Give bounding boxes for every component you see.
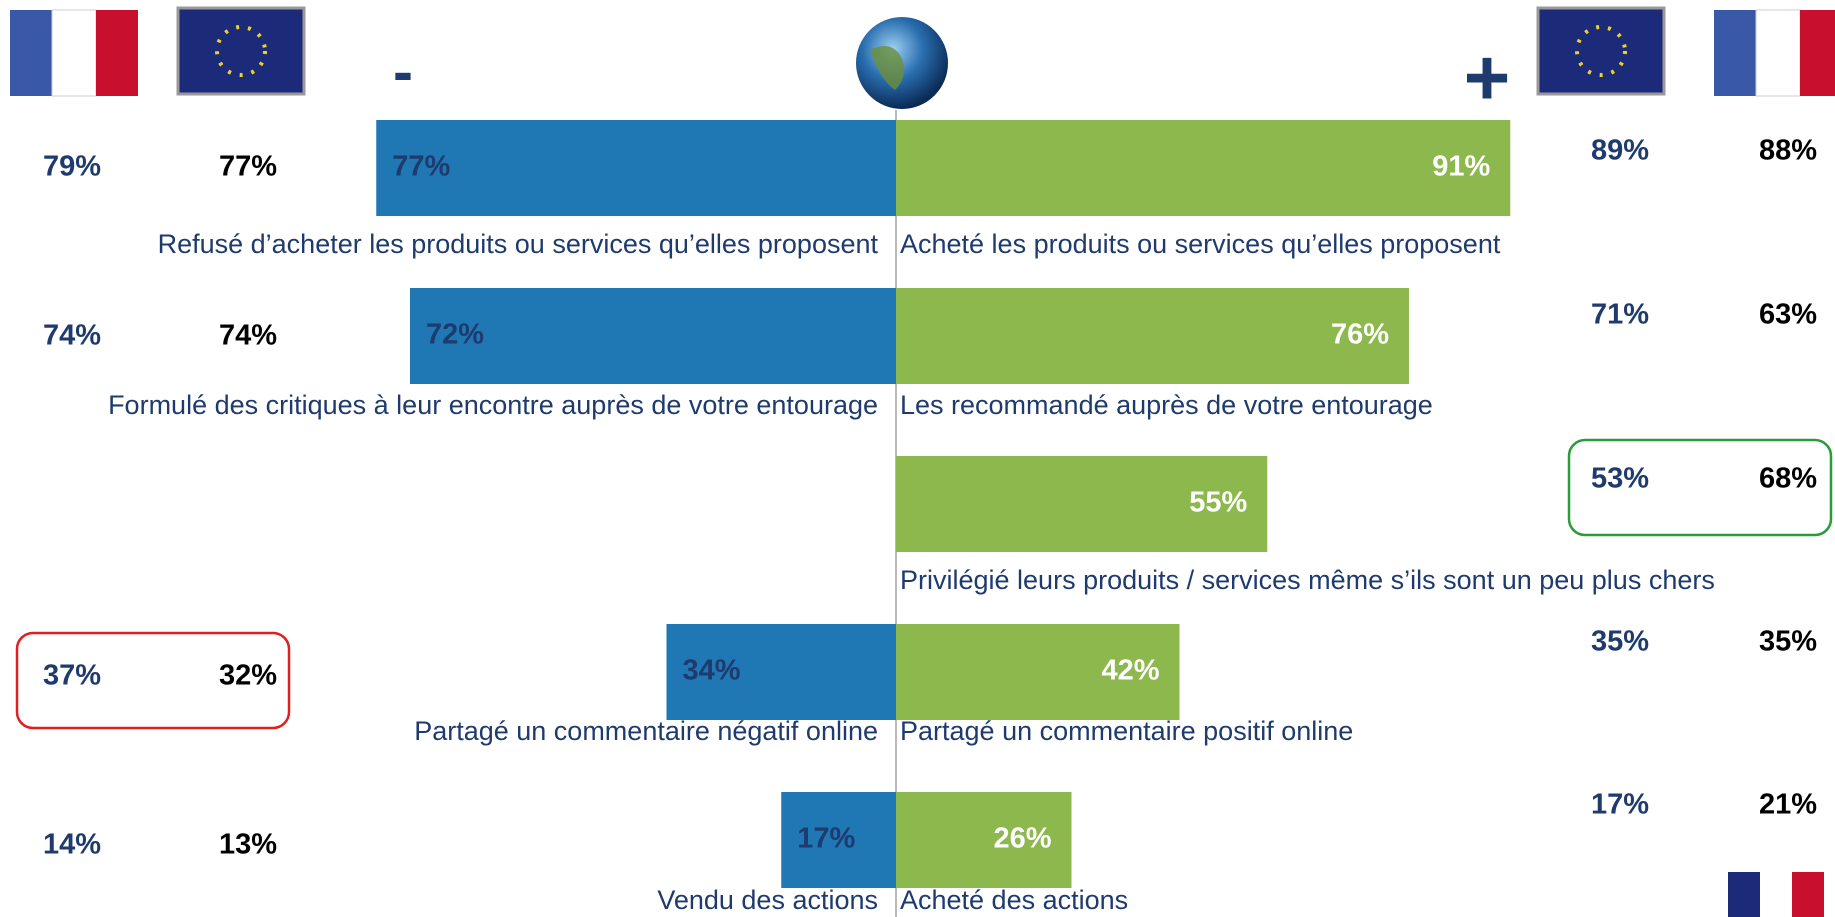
flag-europe [1538, 8, 1664, 94]
category-label: Privilégié leurs produits / services mêm… [900, 565, 1715, 595]
category-label: Formulé des critiques à leur encontre au… [108, 390, 878, 420]
category-label: Partagé un commentaire positif online [900, 716, 1353, 746]
side-value: 53% [1591, 463, 1649, 495]
side-value: 35% [1759, 626, 1817, 658]
category-label: Partagé un commentaire négatif online [414, 716, 878, 746]
category-label: Refusé d’acheter les produits ou service… [158, 229, 879, 259]
side-value: 79% [43, 151, 101, 183]
chart: - + 91% Acheté les produits ou services q… [0, 0, 1835, 917]
bar-label: 34% [683, 655, 741, 687]
category-label: Acheté des actions [900, 885, 1128, 915]
side-value: 77% [219, 151, 277, 183]
flag-france [1714, 10, 1835, 96]
flag-europe [178, 8, 304, 94]
side-value: 74% [219, 320, 277, 352]
bar-label: 55% [1189, 487, 1247, 519]
category-label: Acheté les produits ou services qu’elles… [900, 229, 1501, 259]
category-label: Les recommandé auprès de votre entourage [900, 390, 1433, 420]
negative-symbol: - [393, 38, 413, 105]
side-value: 14% [43, 829, 101, 861]
positive-symbol: + [1464, 33, 1511, 122]
flag-france [10, 10, 138, 96]
bar-label: 42% [1101, 655, 1159, 687]
bar-label: 77% [392, 151, 450, 183]
category-label: Vendu des actions [657, 885, 878, 915]
side-value: 17% [1591, 789, 1649, 821]
side-value: 74% [43, 320, 101, 352]
bar-label: 76% [1331, 319, 1389, 351]
side-value: 71% [1591, 299, 1649, 331]
side-value: 89% [1591, 135, 1649, 167]
flag-france [1728, 872, 1824, 917]
bar-label: 72% [426, 319, 484, 351]
side-value: 21% [1759, 789, 1817, 821]
bar-label: 26% [993, 823, 1051, 855]
side-value: 32% [219, 660, 277, 692]
side-value: 35% [1591, 626, 1649, 658]
bar [376, 120, 896, 216]
side-value: 13% [219, 829, 277, 861]
side-value: 37% [43, 660, 101, 692]
side-value: 88% [1759, 135, 1817, 167]
side-value: 63% [1759, 299, 1817, 331]
bar [896, 120, 1510, 216]
bar-label: 17% [797, 823, 855, 855]
side-value: 68% [1759, 463, 1817, 495]
bar-label: 91% [1432, 151, 1490, 183]
